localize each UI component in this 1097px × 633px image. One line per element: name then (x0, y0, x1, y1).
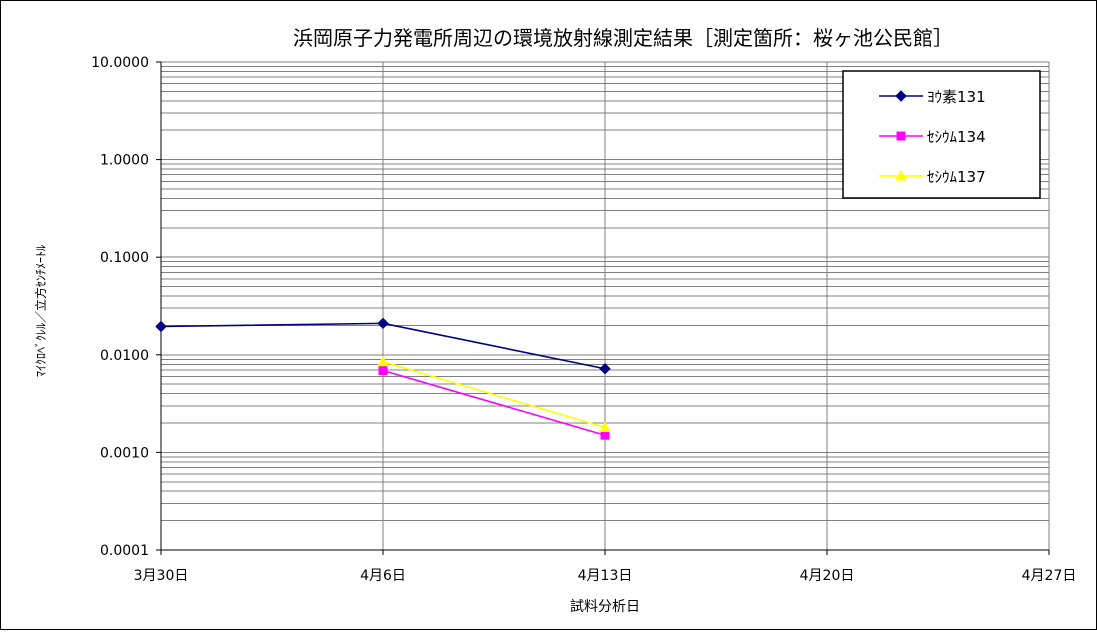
y-tick-label: 10.0000 (91, 55, 149, 71)
data-point (378, 366, 388, 376)
y-axis-label: ﾏｲｸﾛﾍﾞｸﾚﾙ／立方ｾﾝﾁﾒｰﾄﾙ (33, 245, 48, 377)
x-axis: 3月30日 4月6日 4月13日 4月20日 4月27日 (134, 549, 1077, 584)
x-tick-label: 4月20日 (800, 568, 855, 584)
x-tick-label: 4月6日 (360, 568, 406, 584)
series-line (382, 360, 606, 429)
y-axis: 10.0000 1.0000 0.1000 0.0100 0.0010 0.0001 (91, 55, 162, 559)
y-tick-label: 0.0010 (100, 445, 149, 461)
legend-item: ｾｼｳﾑ134 (879, 128, 986, 146)
y-tick-label: 0.1000 (100, 250, 149, 266)
series-1 (155, 317, 611, 375)
x-tick-label: 4月27日 (1022, 568, 1077, 584)
x-tick-label: 4月13日 (578, 568, 633, 584)
legend-label: ｾｼｳﾑ137 (927, 168, 986, 186)
chart-title: 浜岡原子力発電所周辺の環境放射線測定結果［測定箇所：桜ヶ池公民館］ (293, 26, 953, 50)
y-tick-label: 1.0000 (100, 153, 149, 169)
legend-item: ﾖｳ素131 (879, 88, 986, 106)
y-tick-label: 0.0001 (100, 543, 149, 559)
y-tick-label: 0.0100 (100, 348, 149, 364)
data-point (155, 320, 167, 333)
series-3 (377, 355, 611, 432)
legend-label: ｾｼｳﾑ134 (927, 128, 986, 146)
legend-label: ﾖｳ素131 (927, 88, 986, 106)
legend-item: ｾｼｳﾑ137 (879, 168, 986, 186)
legend: ﾖｳ素131 ｾｼｳﾑ134 ｾｼｳﾑ137 (842, 70, 1041, 199)
series-line (382, 369, 606, 436)
data-point (600, 430, 610, 440)
legend-box (842, 70, 1041, 199)
series-layer (155, 317, 611, 440)
x-axis-label: 試料分析日 (570, 599, 640, 615)
legend-marker (896, 131, 906, 141)
data-point (599, 421, 611, 432)
legend-marker (895, 169, 907, 181)
legend-marker (895, 90, 907, 102)
data-point (377, 317, 389, 330)
data-point (599, 363, 611, 375)
series-2 (378, 366, 610, 440)
x-tick-label: 3月30日 (134, 568, 189, 584)
data-point (377, 355, 389, 367)
